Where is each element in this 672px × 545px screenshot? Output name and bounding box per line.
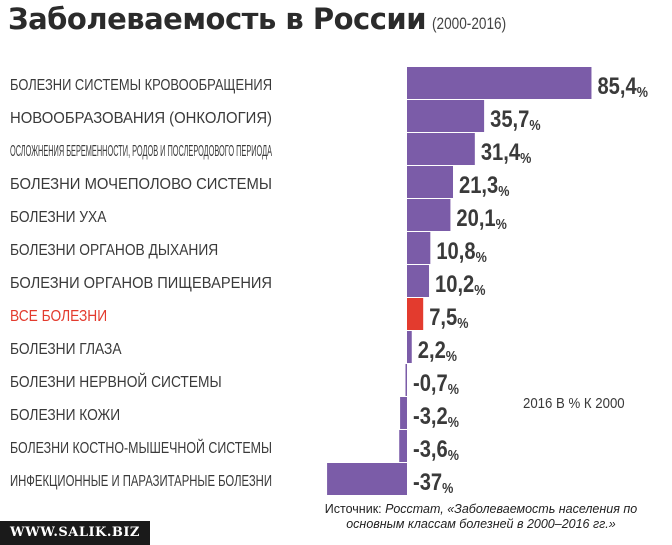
bar <box>407 265 430 297</box>
category-label: НОВООБРАЗОВАНИЯ (ОНКОЛОГИЯ) <box>10 110 272 127</box>
category-label: БОЛЕЗНИ ГЛАЗА <box>10 341 122 358</box>
category-label: ИНФЕКЦИОННЫЕ И ПАРАЗИТАРНЫЕ БОЛЕЗНИ <box>10 473 272 490</box>
value-label: -3,6% <box>413 436 459 464</box>
bar <box>407 199 451 231</box>
value-label: 2,2% <box>418 337 457 365</box>
bar <box>399 430 407 462</box>
bar <box>400 397 407 429</box>
value-label: 10,8% <box>436 238 486 266</box>
category-label: БОЛЕЗНИ СИСТЕМЫ КРОВООБРАЩЕНИЯ <box>10 77 272 94</box>
bar <box>407 67 592 99</box>
category-label: БОЛЕЗНИ КОСТНО-МЫШЕЧНОЙ СИСТЕМЫ <box>10 438 272 457</box>
bar <box>327 463 407 495</box>
category-label: ОСЛОЖНЕНИЯ БЕРЕМЕННОСТИ, РОДОВ И ПОСЛЕРО… <box>10 143 272 160</box>
bar <box>407 133 475 165</box>
category-label: БОЛЕЗНИ ОРГАНОВ ДЫХАНИЯ <box>10 242 218 259</box>
category-label: БОЛЕЗНИ НЕРВНОЙ СИСТЕМЫ <box>10 372 222 391</box>
category-label: БОЛЕЗНИ УХА <box>10 209 107 226</box>
value-label: 85,4% <box>597 73 647 101</box>
category-label: БОЛЕЗНИ ОРГАНОВ ПИЩЕВАРЕНИЯ <box>10 275 272 292</box>
category-label: БОЛЕЗНИ МОЧЕПОЛОВО СИСТЕМЫ <box>10 176 272 193</box>
value-label: 20,1% <box>456 205 506 233</box>
value-label: -3,2% <box>413 403 459 431</box>
source-note: Источник: Росстат, «Заболеваемость насел… <box>300 502 662 532</box>
value-label: 35,7% <box>490 106 540 134</box>
bar <box>407 331 412 363</box>
source-text: Росстат, «Заболеваемость населения по ос… <box>346 502 638 531</box>
chart-years: (2000-2016) <box>432 14 507 33</box>
category-label: БОЛЕЗНИ КОЖИ <box>10 407 120 424</box>
value-label: 10,2% <box>435 271 485 299</box>
chart-title: Заболеваемость в России <box>8 2 427 36</box>
value-label: 31,4% <box>481 139 531 167</box>
category-label: ВСЕ БОЛЕЗНИ <box>10 308 107 325</box>
bar <box>407 298 424 330</box>
bar <box>407 100 485 132</box>
watermark: WWW.SALIK.BIZ <box>0 521 150 545</box>
value-label: -37% <box>413 469 453 497</box>
value-label: -0,7% <box>413 370 459 398</box>
value-label: 7,5% <box>429 304 468 332</box>
bar <box>407 166 454 198</box>
value-label: 21,3% <box>459 172 509 200</box>
unit-note: 2016 В % К 2000 <box>523 395 625 412</box>
chart-title-block: Заболеваемость в России (2000-2016) <box>8 2 525 36</box>
bar <box>405 364 407 396</box>
bar <box>407 232 431 264</box>
source-label: Источник: <box>324 502 382 516</box>
